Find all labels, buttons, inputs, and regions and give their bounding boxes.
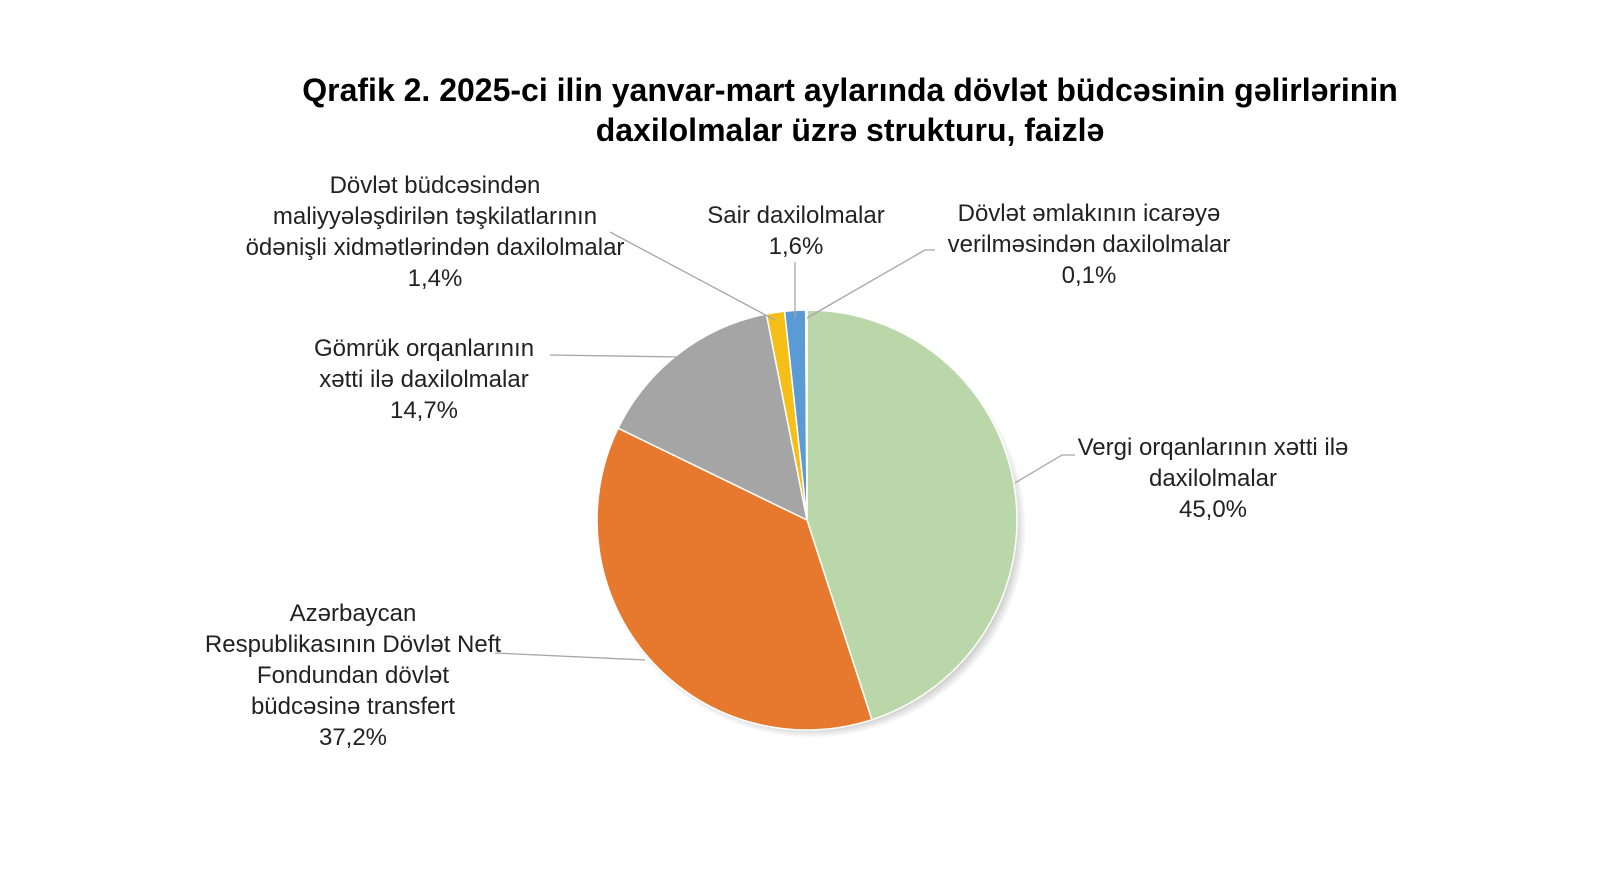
- slice-label: Dövlət əmlakının icarəyə verilməsindən d…: [929, 198, 1249, 291]
- leader-line: [609, 231, 776, 321]
- pie-slice: [806, 309, 1018, 721]
- value-label: 0,1%: [1061, 262, 1117, 289]
- category-label: Sair daxilolmalar: [707, 202, 885, 229]
- slice-label: Dövlət büdcəsindən maliyyələşdirilən təş…: [240, 170, 630, 294]
- category-label: Dövlət büdcəsindən maliyyələşdirilən təş…: [245, 172, 625, 261]
- slice-label: Gömrük orqanlarının xətti ilə daxilolmal…: [289, 333, 559, 426]
- value-label: 37,2%: [318, 724, 388, 751]
- slice-label: Azərbaycan Respublikasının Dövlət Neft F…: [203, 598, 503, 753]
- category-label: Azərbaycan Respublikasının Dövlət Neft F…: [204, 600, 502, 720]
- pie-slice: [596, 427, 873, 731]
- category-label: Gömrük orqanlarının xətti ilə daxilolmal…: [313, 335, 535, 393]
- leader-line: [806, 249, 935, 319]
- leader-line: [1014, 454, 1075, 484]
- leader-line: [549, 354, 683, 358]
- leader-line: [494, 652, 646, 661]
- value-label: 1,4%: [407, 265, 463, 292]
- value-label: 14,7%: [389, 397, 459, 424]
- category-label: Dövlət əmlakının icarəyə verilməsindən d…: [947, 200, 1231, 258]
- pie: [596, 309, 1018, 731]
- pie-slice: [804, 309, 808, 521]
- slice-label: Vergi orqanlarının xətti ilə daxilolmala…: [1068, 432, 1358, 525]
- chart-title: Qrafik 2. 2025-ci ilin yanvar-mart aylar…: [302, 72, 1398, 148]
- value-label: 45,0%: [1178, 496, 1248, 523]
- value-label: 1,6%: [768, 233, 824, 260]
- pie-slice: [617, 313, 809, 522]
- leader-lines: [494, 231, 1075, 661]
- slice-label: Sair daxilolmalar 1,6%: [686, 200, 906, 262]
- category-label: Vergi orqanlarının xətti ilə daxilolmala…: [1077, 434, 1349, 492]
